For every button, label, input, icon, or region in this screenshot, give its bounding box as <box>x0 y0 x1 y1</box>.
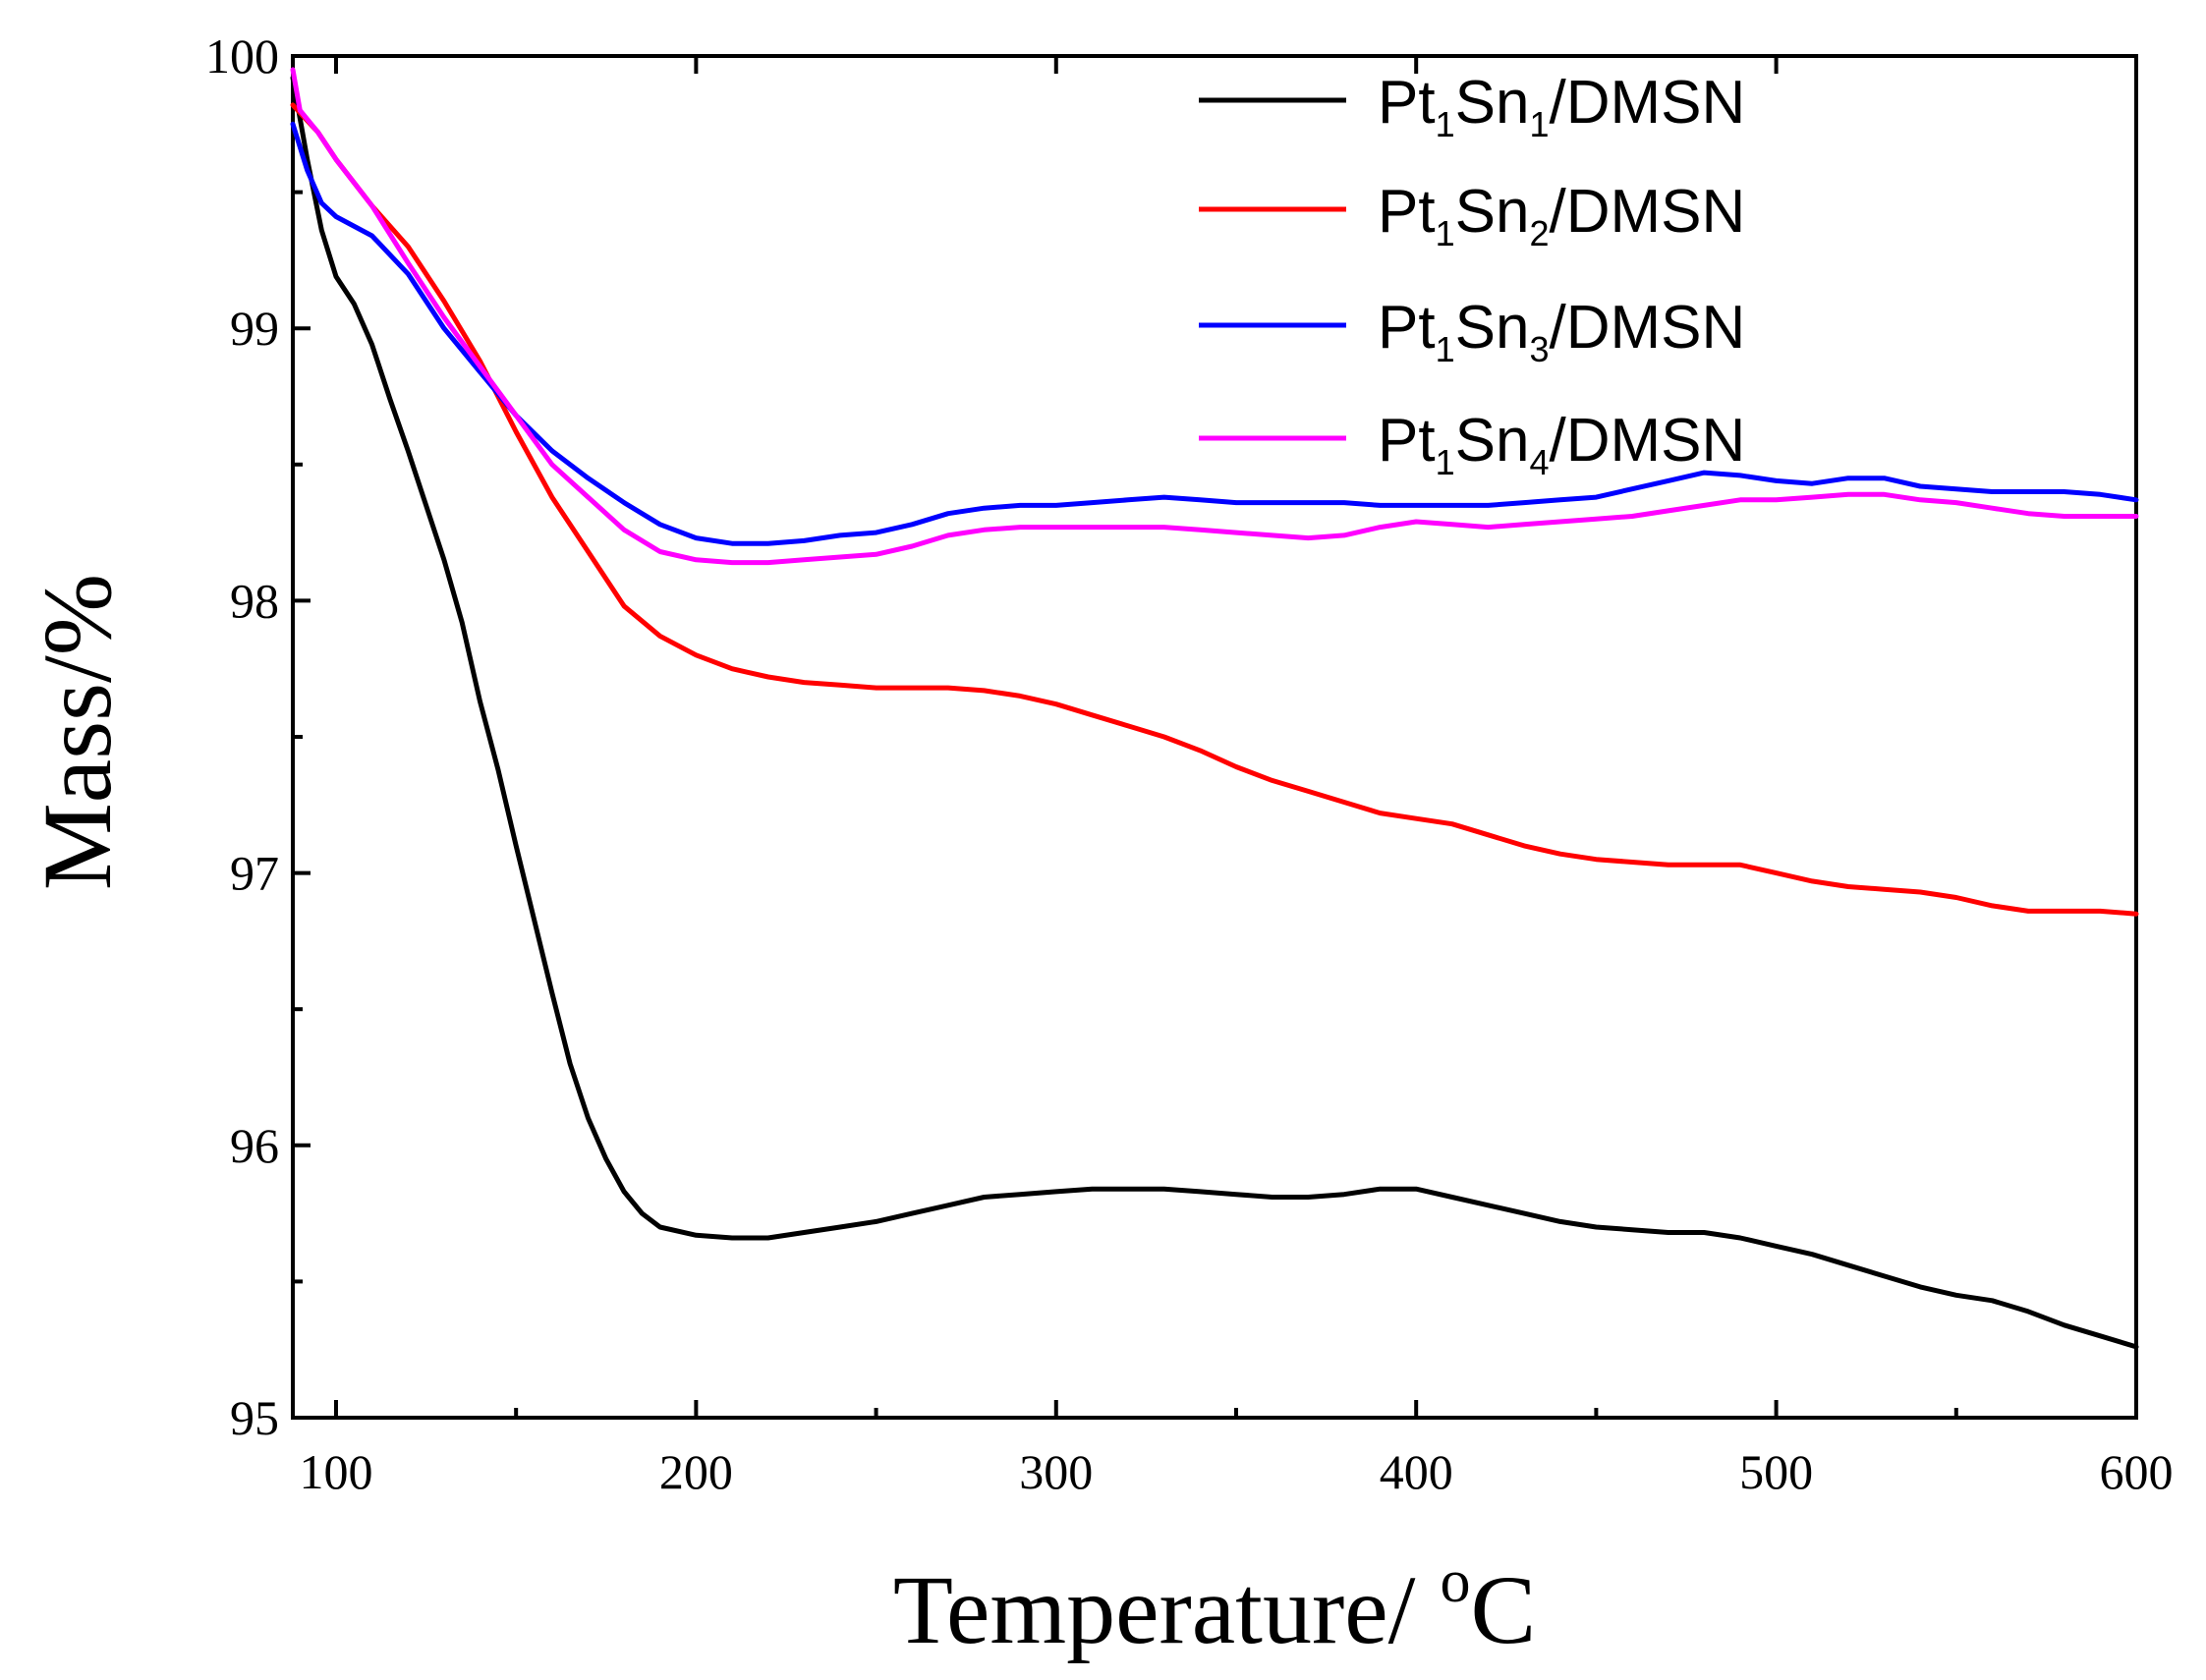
x-axis-title-degree: o <box>1440 1548 1470 1615</box>
x-tick-label: 200 <box>659 1444 733 1499</box>
y-tick-label: 97 <box>230 846 279 901</box>
y-tick-label: 96 <box>230 1118 279 1173</box>
legend-label-3: Pt1Sn3/DMSN <box>1378 294 1745 369</box>
x-axis-title: Temperature/ oC <box>893 1548 1536 1664</box>
x-axis-title-text: Temperature/ <box>893 1555 1441 1664</box>
x-tick-label: 500 <box>1739 1444 1813 1499</box>
y-axis-title: Mass/% <box>23 574 132 890</box>
legend-item: Pt1Sn4/DMSN <box>1199 407 1745 482</box>
series-line-1 <box>290 75 2139 1350</box>
x-tick-label: 100 <box>299 1444 372 1499</box>
series-line-2 <box>290 102 2139 917</box>
x-tick-label: 300 <box>1019 1444 1093 1499</box>
legend-label-1: Pt1Sn1/DMSN <box>1378 69 1745 144</box>
legend-item: Pt1Sn3/DMSN <box>1199 294 1745 369</box>
series-line-4 <box>290 67 2139 566</box>
legend-item: Pt1Sn1/DMSN <box>1199 69 1745 144</box>
x-tick-label: 600 <box>2100 1444 2174 1499</box>
y-tick-label: 99 <box>230 301 279 356</box>
x-tick-label: 400 <box>1380 1444 1453 1499</box>
legend-label-4: Pt1Sn4/DMSN <box>1378 407 1745 482</box>
series-line-3 <box>290 121 2139 546</box>
y-tick-label: 95 <box>230 1390 279 1445</box>
legend: Pt1Sn1/DMSN Pt1Sn2/DMSN Pt1Sn3/DMSN Pt1S… <box>1199 69 1745 482</box>
x-axis: 100 200 300 400 500 600 <box>299 56 2174 1499</box>
y-tick-label: 100 <box>205 28 279 84</box>
y-axis: 95 96 97 98 99 100 <box>205 28 311 1445</box>
legend-item: Pt1Sn2/DMSN <box>1199 178 1745 253</box>
plot-frame <box>291 54 2138 1420</box>
series-layer <box>290 67 2139 1350</box>
legend-label-2: Pt1Sn2/DMSN <box>1378 178 1745 253</box>
y-tick-label: 98 <box>230 573 279 628</box>
x-axis-title-unit: C <box>1470 1555 1536 1664</box>
